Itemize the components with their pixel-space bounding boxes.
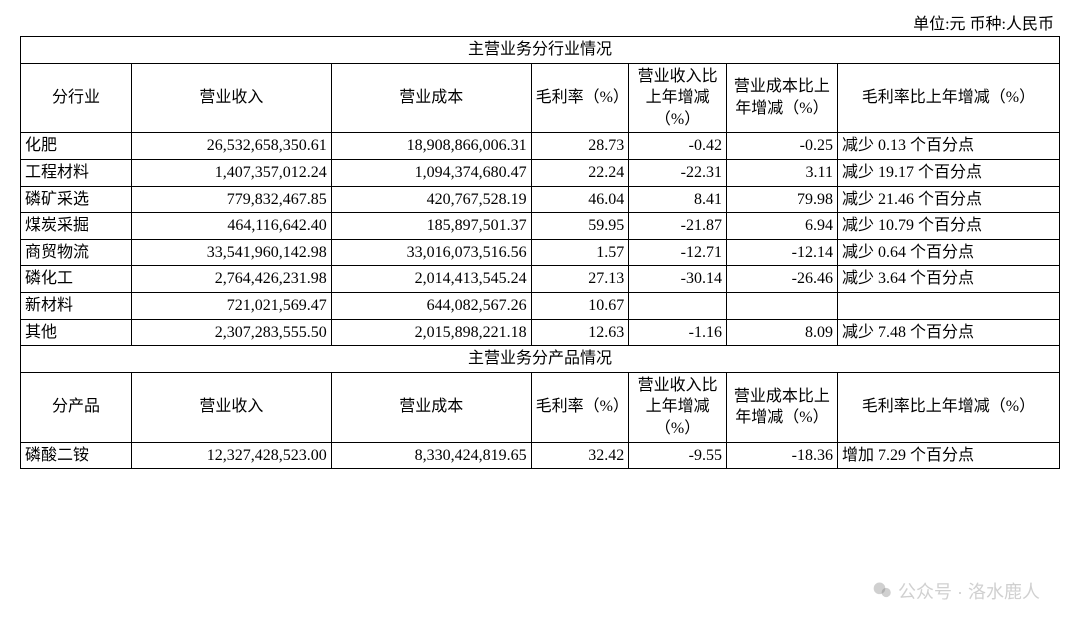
section-product-title: 主营业务分产品情况 <box>21 346 1060 373</box>
product-header-c3: 毛利率（%） <box>531 372 629 442</box>
industry-cost-change-pct: -26.46 <box>726 266 837 293</box>
industry-revenue: 721,021,569.47 <box>132 292 332 319</box>
industry-cost: 33,016,073,516.56 <box>331 239 531 266</box>
industry-header-c6: 毛利率比上年增减（%） <box>837 63 1059 133</box>
industry-header-c1: 营业收入 <box>132 63 332 133</box>
industry-gp-change-desc: 减少 0.64 个百分点 <box>837 239 1059 266</box>
industry-gross-profit-pct: 10.67 <box>531 292 629 319</box>
industry-revenue: 26,532,658,350.61 <box>132 133 332 160</box>
industry-label: 化肥 <box>21 133 132 160</box>
industry-revenue: 2,307,283,555.50 <box>132 319 332 346</box>
industry-revenue-change-pct: -22.31 <box>629 159 727 186</box>
industry-cost-change-pct <box>726 292 837 319</box>
industry-cost-change-pct: 6.94 <box>726 213 837 240</box>
industry-revenue: 1,407,357,012.24 <box>132 159 332 186</box>
industry-gross-profit-pct: 28.73 <box>531 133 629 160</box>
industry-row: 商贸物流33,541,960,142.9833,016,073,516.561.… <box>21 239 1060 266</box>
industry-cost-change-pct: 79.98 <box>726 186 837 213</box>
industry-cost: 2,014,413,545.24 <box>331 266 531 293</box>
industry-gp-change-desc: 减少 21.46 个百分点 <box>837 186 1059 213</box>
industry-cost-change-pct: 3.11 <box>726 159 837 186</box>
industry-label: 商贸物流 <box>21 239 132 266</box>
industry-gp-change-desc: 减少 0.13 个百分点 <box>837 133 1059 160</box>
product-gp-change-desc: 增加 7.29 个百分点 <box>837 442 1059 469</box>
product-label: 磷酸二铵 <box>21 442 132 469</box>
industry-header-c5: 营业成本比上年增减（%） <box>726 63 837 133</box>
product-row: 磷酸二铵12,327,428,523.008,330,424,819.6532.… <box>21 442 1060 469</box>
industry-gp-change-desc <box>837 292 1059 319</box>
industry-revenue-change-pct: -1.16 <box>629 319 727 346</box>
industry-label: 磷化工 <box>21 266 132 293</box>
industry-revenue-change-pct: -21.87 <box>629 213 727 240</box>
industry-cost: 1,094,374,680.47 <box>331 159 531 186</box>
industry-gross-profit-pct: 59.95 <box>531 213 629 240</box>
industry-revenue-change-pct <box>629 292 727 319</box>
industry-header-c4: 营业收入比上年增减（%） <box>629 63 727 133</box>
industry-revenue: 464,116,642.40 <box>132 213 332 240</box>
industry-gp-change-desc: 减少 7.48 个百分点 <box>837 319 1059 346</box>
industry-revenue: 33,541,960,142.98 <box>132 239 332 266</box>
industry-gross-profit-pct: 1.57 <box>531 239 629 266</box>
industry-row: 煤炭采掘464,116,642.40185,897,501.3759.95-21… <box>21 213 1060 240</box>
industry-row: 磷化工2,764,426,231.982,014,413,545.2427.13… <box>21 266 1060 293</box>
product-revenue-change-pct: -9.55 <box>629 442 727 469</box>
industry-cost: 18,908,866,006.31 <box>331 133 531 160</box>
industry-cost: 644,082,567.26 <box>331 292 531 319</box>
industry-gp-change-desc: 减少 3.64 个百分点 <box>837 266 1059 293</box>
industry-row: 其他2,307,283,555.502,015,898,221.1812.63-… <box>21 319 1060 346</box>
product-header-c6: 毛利率比上年增减（%） <box>837 372 1059 442</box>
product-header-c5: 营业成本比上年增减（%） <box>726 372 837 442</box>
product-header-c4: 营业收入比上年增减（%） <box>629 372 727 442</box>
product-header-c0: 分产品 <box>21 372 132 442</box>
product-cost-change-pct: -18.36 <box>726 442 837 469</box>
wechat-icon <box>872 580 892 605</box>
industry-label: 磷矿采选 <box>21 186 132 213</box>
industry-gp-change-desc: 减少 10.79 个百分点 <box>837 213 1059 240</box>
product-revenue: 12,327,428,523.00 <box>132 442 332 469</box>
industry-gross-profit-pct: 22.24 <box>531 159 629 186</box>
industry-revenue: 779,832,467.85 <box>132 186 332 213</box>
financial-table: 主营业务分行业情况分行业营业收入营业成本毛利率（%）营业收入比上年增减（%）营业… <box>20 36 1060 469</box>
industry-cost: 420,767,528.19 <box>331 186 531 213</box>
watermark: 公众号 · 洛水鹿人 <box>872 578 1040 604</box>
industry-cost: 2,015,898,221.18 <box>331 319 531 346</box>
industry-label: 其他 <box>21 319 132 346</box>
industry-cost-change-pct: 8.09 <box>726 319 837 346</box>
industry-gross-profit-pct: 46.04 <box>531 186 629 213</box>
product-header-c2: 营业成本 <box>331 372 531 442</box>
product-cost: 8,330,424,819.65 <box>331 442 531 469</box>
industry-header-c3: 毛利率（%） <box>531 63 629 133</box>
section-industry-title: 主营业务分行业情况 <box>21 37 1060 64</box>
industry-header-c0: 分行业 <box>21 63 132 133</box>
industry-row: 化肥26,532,658,350.6118,908,866,006.3128.7… <box>21 133 1060 160</box>
industry-revenue: 2,764,426,231.98 <box>132 266 332 293</box>
industry-revenue-change-pct: -12.71 <box>629 239 727 266</box>
product-gross-profit-pct: 32.42 <box>531 442 629 469</box>
industry-row: 磷矿采选779,832,467.85420,767,528.1946.048.4… <box>21 186 1060 213</box>
industry-cost: 185,897,501.37 <box>331 213 531 240</box>
watermark-text: 公众号 · 洛水鹿人 <box>898 582 1040 602</box>
industry-gross-profit-pct: 27.13 <box>531 266 629 293</box>
industry-label: 工程材料 <box>21 159 132 186</box>
industry-cost-change-pct: -12.14 <box>726 239 837 266</box>
industry-cost-change-pct: -0.25 <box>726 133 837 160</box>
industry-label: 煤炭采掘 <box>21 213 132 240</box>
industry-revenue-change-pct: -0.42 <box>629 133 727 160</box>
industry-gross-profit-pct: 12.63 <box>531 319 629 346</box>
industry-label: 新材料 <box>21 292 132 319</box>
product-header-c1: 营业收入 <box>132 372 332 442</box>
industry-row: 工程材料1,407,357,012.241,094,374,680.4722.2… <box>21 159 1060 186</box>
unit-currency-label: 单位:元 币种:人民币 <box>20 10 1060 34</box>
industry-revenue-change-pct: 8.41 <box>629 186 727 213</box>
industry-gp-change-desc: 减少 19.17 个百分点 <box>837 159 1059 186</box>
industry-row: 新材料721,021,569.47644,082,567.2610.67 <box>21 292 1060 319</box>
industry-header-c2: 营业成本 <box>331 63 531 133</box>
industry-revenue-change-pct: -30.14 <box>629 266 727 293</box>
